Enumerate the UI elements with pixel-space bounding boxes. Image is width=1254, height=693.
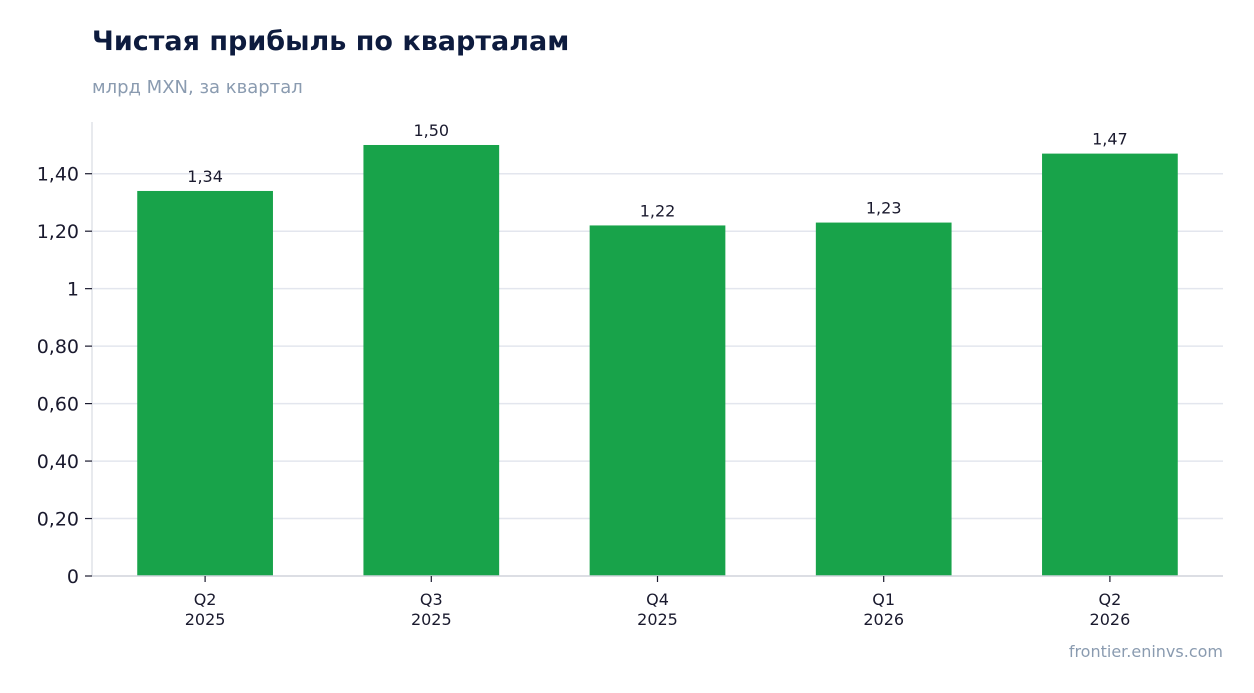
y-tick-label: 1 bbox=[67, 279, 79, 301]
y-tick-label: 1,20 bbox=[37, 221, 79, 243]
x-tick-label-quarter: Q3 bbox=[420, 590, 443, 609]
x-tick-label-year: 2026 bbox=[1090, 610, 1131, 629]
y-tick-label: 0,20 bbox=[37, 509, 79, 531]
y-tick-label: 0,40 bbox=[37, 451, 79, 473]
data-label: 1,47 bbox=[1092, 130, 1128, 149]
x-tick-label-year: 2025 bbox=[637, 610, 678, 629]
chart-title: Чистая прибыль по кварталам bbox=[92, 26, 570, 57]
data-label: 1,22 bbox=[640, 201, 676, 220]
source-credit: frontier.eninvs.com bbox=[1068, 642, 1223, 661]
data-labels: 1,34 1,50 1,22 1,23 1,47 bbox=[187, 121, 1127, 220]
y-tick-label: 1,40 bbox=[37, 164, 79, 186]
bar bbox=[137, 190, 273, 576]
x-tick-label-quarter: Q2 bbox=[194, 590, 217, 609]
bar bbox=[1042, 153, 1178, 576]
data-label: 1,34 bbox=[187, 167, 223, 186]
x-tick-label-quarter: Q4 bbox=[646, 590, 669, 609]
chart-subtitle: млрд MXN, за квартал bbox=[92, 77, 303, 98]
bars bbox=[137, 144, 1178, 576]
x-tick-label-year: 2025 bbox=[411, 610, 452, 629]
bar bbox=[589, 225, 726, 576]
x-tick-label-year: 2026 bbox=[863, 610, 904, 629]
y-tick-label: 0 bbox=[67, 566, 79, 588]
x-tick-label-quarter: Q1 bbox=[872, 590, 895, 609]
x-tick-label-year: 2025 bbox=[185, 610, 226, 629]
y-tick-label: 0,60 bbox=[37, 394, 79, 416]
bar bbox=[815, 222, 952, 576]
data-label: 1,50 bbox=[413, 121, 449, 140]
y-axis-ticks: 0 0,20 0,40 0,60 0,80 1 1,20 1,40 bbox=[37, 164, 92, 588]
data-label: 1,23 bbox=[866, 199, 902, 218]
bar bbox=[363, 144, 500, 576]
y-tick-label: 0,80 bbox=[37, 336, 79, 358]
x-tick-label-quarter: Q2 bbox=[1099, 590, 1122, 609]
